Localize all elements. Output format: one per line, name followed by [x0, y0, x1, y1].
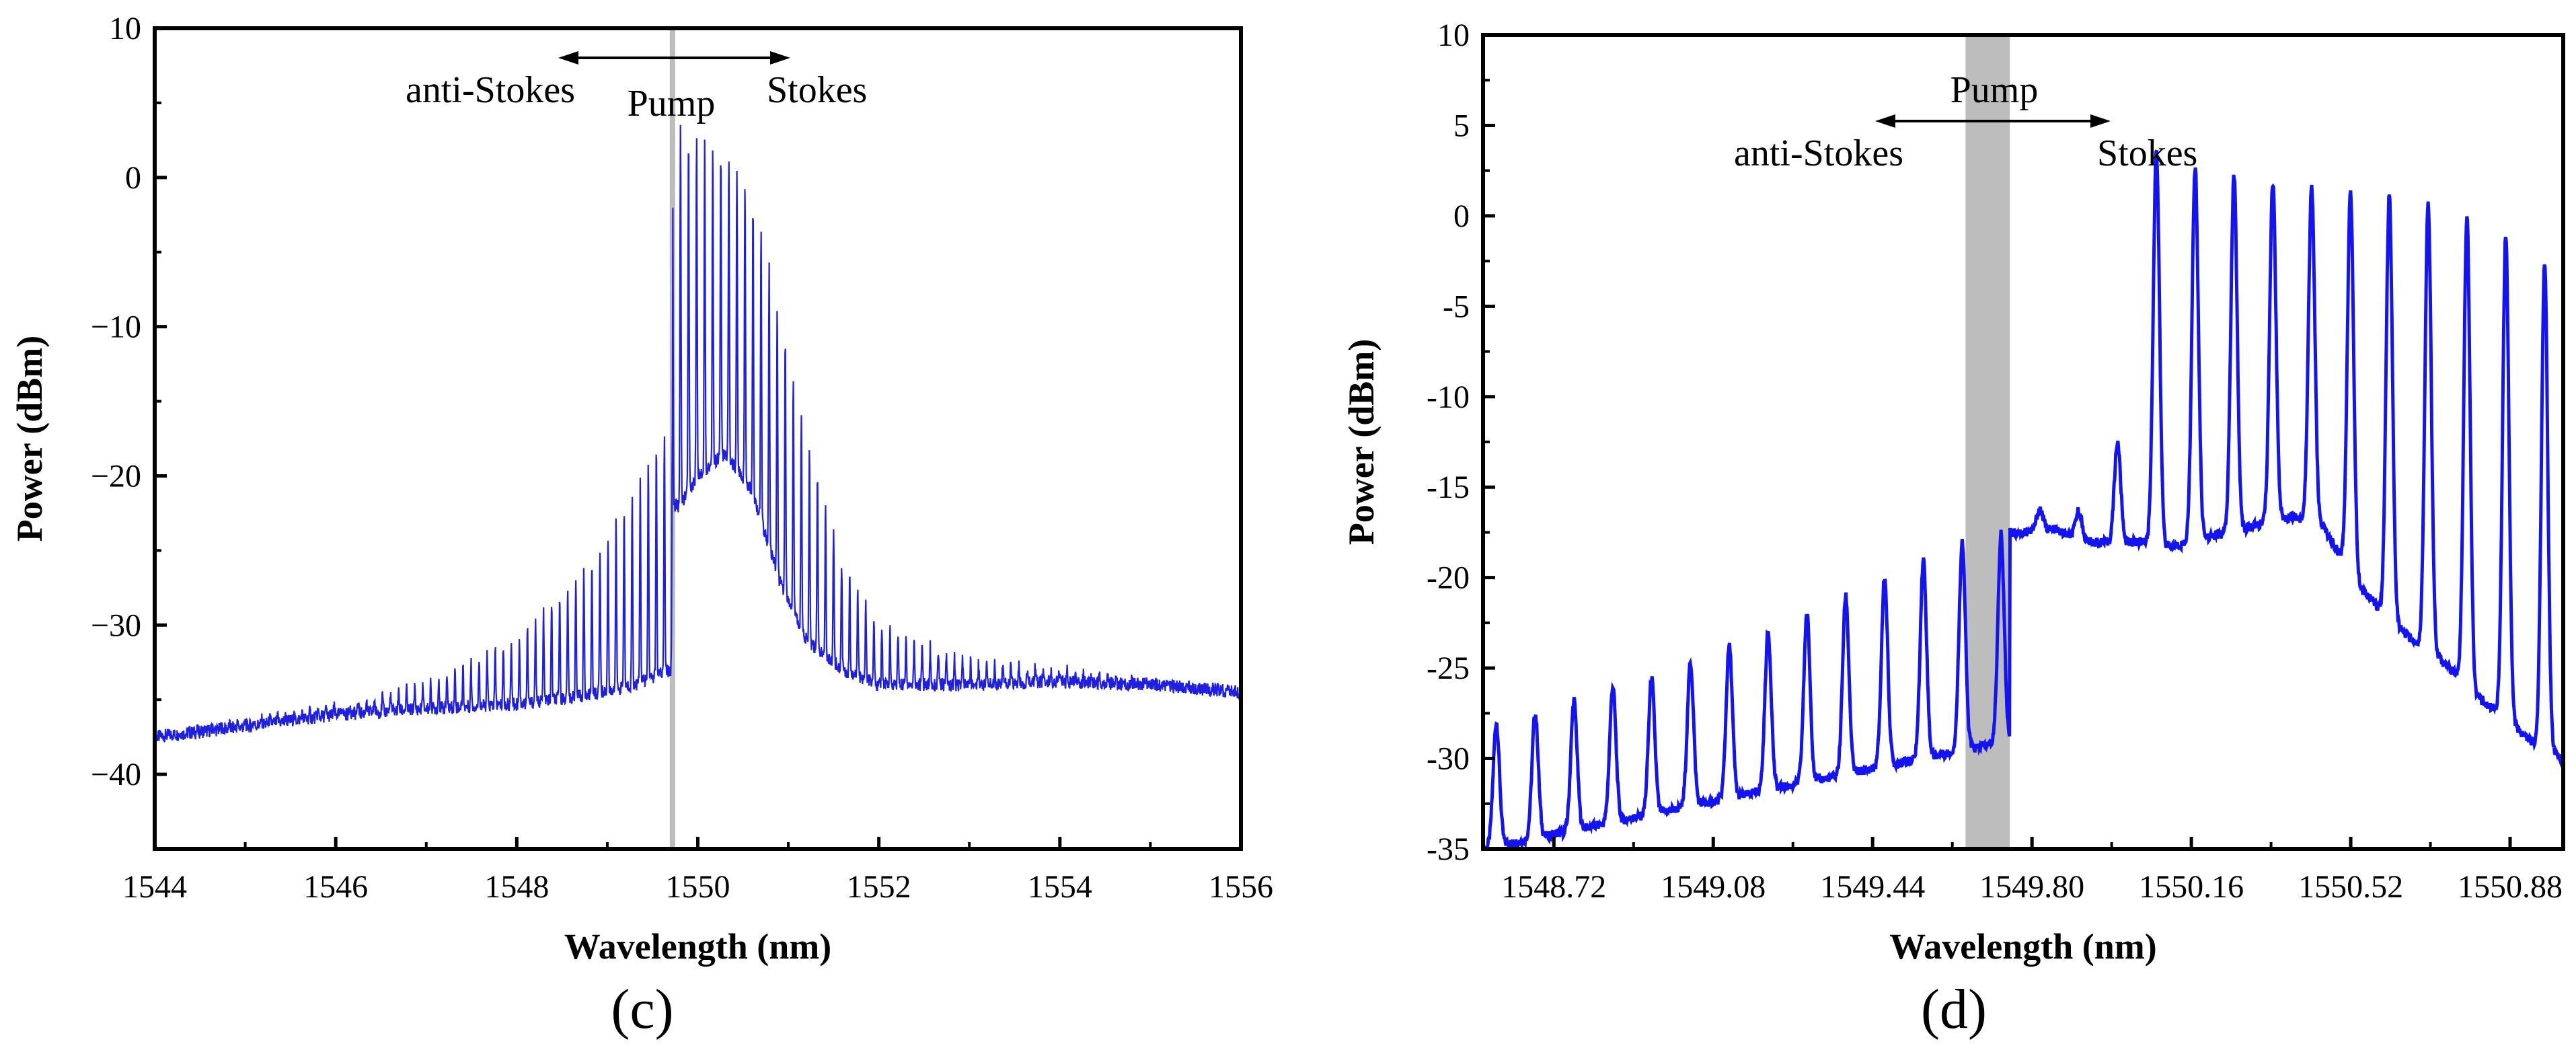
pump-band	[1965, 35, 2010, 849]
panel-label: (c)	[611, 978, 673, 1041]
annotation-arrowhead-right	[770, 51, 790, 65]
annotation-stokes: Stokes	[767, 69, 867, 111]
y-tick-label: -15	[1427, 470, 1470, 505]
x-tick-label: 1549.80	[1979, 869, 2084, 905]
x-tick-label: 1554	[1028, 869, 1092, 905]
annotation-pump: Pump	[628, 83, 716, 124]
y-tick-label: 10	[1437, 17, 1470, 53]
annotation-stokes: Stokes	[2097, 133, 2197, 174]
y-tick-label: 10	[109, 11, 141, 46]
x-tick-label: 1549.08	[1661, 869, 1766, 905]
annotation-arrowhead-left	[558, 51, 578, 65]
x-tick-label: 1550.88	[2458, 869, 2563, 905]
x-tick-label: 1550.16	[2139, 869, 2244, 905]
x-tick-label: 1550.52	[2298, 869, 2403, 905]
panel-label: (d)	[1921, 978, 1987, 1041]
x-tick-label: 1549.44	[1820, 869, 1925, 905]
x-tick-label: 1546	[303, 869, 368, 905]
x-tick-label: 1550	[666, 869, 730, 905]
y-tick-label: −10	[91, 309, 141, 345]
y-tick-label: -20	[1427, 560, 1470, 596]
annotation-arrowhead-right	[2090, 114, 2111, 128]
y-axis-title: Power (dBm)	[9, 336, 50, 541]
y-tick-label: −40	[91, 757, 141, 792]
panel-c: 1544 1546 1548 1550 1552 1554 1556 10 0 −10 −20 −30…	[9, 11, 1273, 1041]
y-tick-label: -25	[1427, 650, 1470, 686]
y-tick-label: −30	[91, 607, 141, 643]
x-tick-label: 1548	[484, 869, 549, 905]
spectrum-line	[155, 124, 1241, 744]
x-axis-title: Wavelength (nm)	[564, 926, 832, 967]
x-tick-label: 1544	[122, 869, 187, 905]
y-tick-label: -35	[1427, 831, 1470, 867]
x-tick-label: 1548.72	[1501, 869, 1606, 905]
y-tick-label: 0	[125, 160, 141, 196]
y-tick-label: -30	[1427, 741, 1470, 777]
x-axis-title: Wavelength (nm)	[1889, 926, 2157, 967]
x-tick-label: 1552	[847, 869, 911, 905]
annotation-anti-stokes: anti-Stokes	[1734, 133, 1903, 174]
annotation-anti-stokes: anti-Stokes	[406, 69, 575, 111]
y-tick-label: 0	[1453, 198, 1470, 234]
panel-d: 1548.72 1549.08 1549.44 1549.80 1550.16 1550.…	[1341, 17, 2565, 1041]
y-tick-label: -5	[1443, 289, 1470, 324]
spectrum-line	[1483, 149, 2563, 849]
y-axis-title: Power (dBm)	[1341, 339, 1381, 545]
annotation-pump: Pump	[1950, 69, 2039, 111]
y-tick-label: 5	[1453, 108, 1470, 143]
y-tick-label: -10	[1427, 379, 1470, 415]
y-tick-label: −20	[91, 458, 141, 494]
plot-frame	[1481, 33, 2565, 851]
x-tick-label: 1556	[1209, 869, 1273, 905]
annotation-arrowhead-left	[1875, 114, 1895, 128]
